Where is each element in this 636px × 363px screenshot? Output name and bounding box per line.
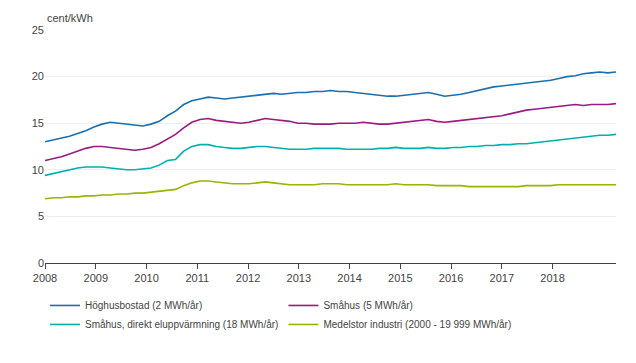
svg-text:2014: 2014 <box>337 272 361 284</box>
svg-text:Småhus, direkt eluppvärmning (: Småhus, direkt eluppvärmning (18 MWh/år) <box>85 319 278 330</box>
svg-text:2015: 2015 <box>388 272 412 284</box>
svg-text:2011: 2011 <box>185 272 209 284</box>
svg-text:cent/kWh: cent/kWh <box>47 12 93 24</box>
svg-text:20: 20 <box>32 70 44 82</box>
svg-text:Höghusbostad (2 MWh/år): Höghusbostad (2 MWh/år) <box>85 300 202 311</box>
svg-text:2018: 2018 <box>540 272 564 284</box>
svg-text:10: 10 <box>32 164 44 176</box>
svg-text:Medelstor industri (2000 - 19: Medelstor industri (2000 - 19 999 MWh/år… <box>323 319 511 330</box>
svg-text:2013: 2013 <box>287 272 311 284</box>
svg-text:Småhus (5 MWh/år): Småhus (5 MWh/år) <box>323 300 412 311</box>
svg-text:5: 5 <box>38 210 44 222</box>
svg-text:2010: 2010 <box>134 272 158 284</box>
svg-text:25: 25 <box>32 24 44 36</box>
svg-text:2009: 2009 <box>84 272 108 284</box>
svg-text:2017: 2017 <box>490 272 514 284</box>
svg-text:2016: 2016 <box>439 272 463 284</box>
svg-text:0: 0 <box>38 257 44 269</box>
svg-text:15: 15 <box>32 117 44 129</box>
svg-text:2008: 2008 <box>33 272 57 284</box>
svg-text:2012: 2012 <box>236 272 260 284</box>
